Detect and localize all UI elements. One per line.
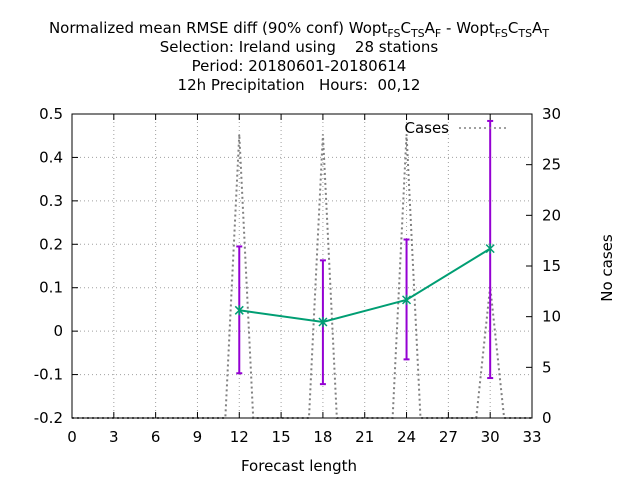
x-tick-label: 12 [230, 428, 249, 446]
x-tick-label: 33 [522, 428, 541, 446]
y-tick-label: -0.1 [34, 366, 63, 384]
y2-tick-label: 25 [542, 156, 561, 174]
y-tick-label: 0.2 [39, 235, 63, 253]
y2-tick-label: 30 [542, 105, 561, 123]
y-tick-label: -0.2 [34, 409, 63, 427]
legend-label-cases: Cases [404, 119, 449, 137]
x-tick-label: 21 [355, 428, 374, 446]
title-line-1: Normalized mean RMSE diff (90% conf) Wop… [49, 19, 549, 40]
title-line-4: 12h Precipitation Hours: 00,12 [178, 76, 421, 94]
y-tick-label: 0.3 [39, 192, 63, 210]
y2-axis-label: No cases [598, 234, 616, 302]
x-tick-label: 27 [439, 428, 458, 446]
y-tick-label: 0.1 [39, 279, 63, 297]
data-point [402, 294, 412, 305]
data-point [318, 317, 328, 328]
y2-tick-label: 10 [542, 308, 561, 326]
x-tick-label: 3 [109, 428, 119, 446]
y2-tick-label: 0 [542, 409, 552, 427]
cases-series [72, 134, 532, 419]
series-line [239, 247, 491, 324]
x-tick-label: 6 [151, 428, 161, 446]
title-line-3: Period: 20180601-20180614 [192, 57, 407, 75]
x-tick-label: 18 [313, 428, 332, 446]
x-tick-label: 30 [481, 428, 500, 446]
y2-tick-label: 20 [542, 206, 561, 224]
data-point [485, 243, 495, 254]
chart-title: Normalized mean RMSE diff (90% conf) Wop… [49, 19, 549, 94]
legend: Cases [404, 119, 507, 137]
y2-tick-label: 15 [542, 257, 561, 275]
y-tick-label: 0 [53, 322, 63, 340]
cases-line [72, 134, 532, 419]
y-tick-label: 0.5 [39, 105, 63, 123]
x-tick-label: 15 [272, 428, 291, 446]
y-tick-label: 0.4 [39, 148, 63, 166]
x-tick-label: 9 [193, 428, 203, 446]
x-tick-label: 0 [67, 428, 77, 446]
data-point [234, 305, 244, 316]
main-series [234, 119, 495, 386]
axes: 0 3 6 9 12 15 18 21 24 27 30 33 -0.2 -0.1 0 0.1 0.2 0.3 0.… [34, 105, 561, 446]
title-line-2: Selection: Ireland using 28 stations [160, 38, 439, 56]
y2-tick-label: 5 [542, 358, 552, 376]
x-tick-label: 24 [397, 428, 416, 446]
x-axis-label: Forecast length [241, 457, 357, 475]
